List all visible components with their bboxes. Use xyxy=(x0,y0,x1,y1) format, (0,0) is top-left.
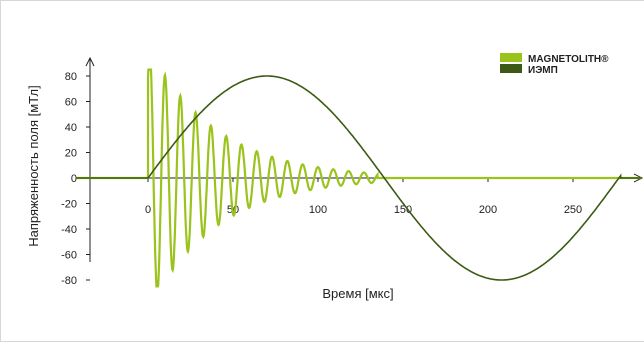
y-tick-label: 20 xyxy=(65,148,77,160)
legend-swatch-iemp xyxy=(500,64,522,73)
x-tick-label: 250 xyxy=(564,204,582,216)
series-layer xyxy=(76,70,642,287)
y-axis-title: Напряженность поля [мТл] xyxy=(26,85,41,246)
x-axis-title: Время [мкс] xyxy=(322,286,393,301)
x-tick-label: 150 xyxy=(394,204,412,216)
y-tick-label: 80 xyxy=(65,71,77,83)
y-tick-label: 60 xyxy=(65,97,77,109)
legend-swatch-magnetolith xyxy=(500,53,522,62)
x-tick-label: 100 xyxy=(309,204,327,216)
legend-label-magnetolith: MAGNETOLITH® xyxy=(528,54,609,65)
y-tick-label: 40 xyxy=(65,122,77,134)
y-tick-label: -20 xyxy=(61,199,77,211)
y-tick-label: -40 xyxy=(61,224,77,236)
x-ticks: 0 50 100 150 200 250 xyxy=(145,178,582,216)
legend-label-iemp: ИЭМП xyxy=(528,65,558,76)
legend: MAGNETOLITH® ИЭМП xyxy=(500,53,609,76)
x-tick-label: 200 xyxy=(479,204,497,216)
y-tick-label: -80 xyxy=(61,275,77,287)
x-tick-label: 0 xyxy=(145,204,151,216)
y-tick-label: -60 xyxy=(61,250,77,262)
